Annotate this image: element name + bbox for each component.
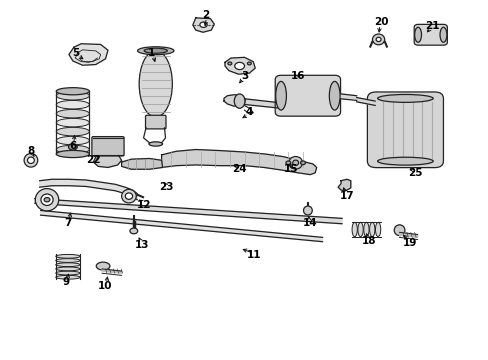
Ellipse shape [56, 127, 89, 136]
Polygon shape [69, 44, 108, 65]
Ellipse shape [56, 150, 89, 158]
Polygon shape [161, 149, 316, 175]
Polygon shape [337, 179, 350, 191]
Text: 8: 8 [27, 146, 35, 156]
Polygon shape [35, 199, 341, 224]
Text: 13: 13 [135, 239, 149, 249]
Ellipse shape [56, 100, 89, 109]
Ellipse shape [56, 91, 89, 100]
Text: 21: 21 [424, 21, 439, 31]
Ellipse shape [27, 157, 34, 163]
Text: 16: 16 [290, 71, 305, 81]
Ellipse shape [137, 47, 174, 55]
Text: 23: 23 [159, 182, 173, 192]
Polygon shape [224, 57, 255, 74]
Text: 18: 18 [361, 236, 375, 246]
Polygon shape [399, 232, 417, 237]
Text: 6: 6 [69, 141, 76, 151]
Text: 3: 3 [241, 71, 247, 81]
Polygon shape [41, 211, 322, 242]
Ellipse shape [300, 161, 305, 165]
Ellipse shape [56, 267, 80, 271]
FancyBboxPatch shape [275, 75, 340, 116]
Ellipse shape [393, 225, 404, 235]
Ellipse shape [351, 222, 357, 237]
Polygon shape [192, 18, 214, 32]
Ellipse shape [149, 142, 162, 146]
Text: 11: 11 [246, 250, 261, 260]
Ellipse shape [414, 27, 421, 42]
Ellipse shape [200, 22, 207, 27]
Text: 20: 20 [373, 17, 387, 27]
FancyBboxPatch shape [92, 136, 124, 156]
Ellipse shape [369, 222, 374, 237]
Polygon shape [102, 269, 122, 273]
Ellipse shape [35, 189, 59, 211]
Polygon shape [40, 179, 137, 200]
Ellipse shape [285, 161, 290, 165]
Polygon shape [239, 98, 281, 108]
Ellipse shape [56, 145, 89, 154]
Ellipse shape [125, 193, 132, 199]
Ellipse shape [372, 34, 384, 45]
FancyBboxPatch shape [366, 92, 443, 168]
Text: 7: 7 [64, 218, 72, 228]
Ellipse shape [234, 94, 244, 108]
Text: 22: 22 [86, 155, 101, 165]
Ellipse shape [329, 81, 339, 110]
Ellipse shape [96, 262, 110, 270]
Ellipse shape [56, 271, 80, 275]
Polygon shape [224, 95, 245, 106]
Ellipse shape [56, 118, 89, 127]
Ellipse shape [56, 275, 80, 279]
Text: 25: 25 [407, 168, 422, 178]
Ellipse shape [56, 258, 80, 262]
Ellipse shape [375, 222, 380, 237]
Ellipse shape [56, 87, 89, 95]
Polygon shape [93, 153, 122, 167]
Text: 10: 10 [98, 281, 113, 291]
Text: 17: 17 [339, 191, 353, 201]
Ellipse shape [139, 51, 172, 117]
FancyBboxPatch shape [413, 24, 447, 45]
Ellipse shape [41, 194, 53, 206]
FancyBboxPatch shape [145, 115, 165, 129]
Polygon shape [356, 98, 374, 105]
Ellipse shape [292, 160, 298, 166]
Text: 12: 12 [137, 200, 151, 210]
Ellipse shape [375, 37, 380, 41]
Ellipse shape [439, 27, 446, 42]
Ellipse shape [24, 153, 38, 167]
Ellipse shape [227, 62, 231, 65]
Ellipse shape [56, 109, 89, 118]
Text: 19: 19 [402, 238, 417, 248]
Ellipse shape [303, 206, 312, 215]
Ellipse shape [56, 255, 80, 258]
Ellipse shape [377, 94, 432, 102]
Text: 5: 5 [73, 48, 80, 58]
Polygon shape [334, 93, 356, 99]
Ellipse shape [122, 189, 136, 203]
Text: 4: 4 [245, 107, 253, 117]
Ellipse shape [357, 222, 363, 237]
Text: 2: 2 [202, 10, 209, 20]
Text: 15: 15 [283, 164, 298, 174]
Ellipse shape [275, 81, 286, 110]
Ellipse shape [56, 136, 89, 145]
Ellipse shape [288, 157, 302, 169]
Ellipse shape [44, 198, 50, 202]
Text: 14: 14 [303, 218, 317, 228]
Ellipse shape [363, 222, 368, 237]
Text: 9: 9 [63, 277, 70, 287]
Ellipse shape [247, 62, 251, 65]
Polygon shape [122, 158, 162, 169]
Ellipse shape [234, 62, 244, 69]
Text: 24: 24 [232, 164, 246, 174]
Ellipse shape [56, 263, 80, 266]
Ellipse shape [68, 144, 77, 150]
Ellipse shape [130, 228, 138, 234]
Ellipse shape [377, 157, 432, 165]
Text: 1: 1 [148, 48, 155, 58]
Ellipse shape [144, 48, 167, 53]
